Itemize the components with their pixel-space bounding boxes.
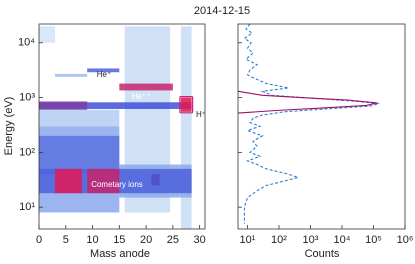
annotation: He⁺ — [97, 70, 111, 79]
x-tick-label: 0 — [36, 234, 42, 246]
plot-frame — [237, 23, 406, 230]
x-tick-label: 10² — [271, 234, 287, 246]
heatmap-cell — [87, 68, 120, 73]
x-axis-label: Mass anode — [90, 248, 150, 260]
x-tick-label: 10³ — [303, 234, 319, 246]
x-tick-label: 10 — [86, 234, 98, 246]
heatmap-cell — [55, 168, 82, 194]
annotation: H⁺ — [196, 110, 206, 119]
heatmap-cell — [119, 83, 173, 91]
x-tick-label: 10¹ — [240, 234, 256, 246]
x-axis-label: Counts — [305, 248, 340, 260]
y-tick-label: 10⁴ — [18, 37, 35, 49]
x-tick-label: 25 — [167, 234, 179, 246]
figure-title: 2014-12-15 — [194, 5, 250, 17]
y-tick-label: 10¹ — [19, 201, 35, 213]
x-tick-label: 10⁵ — [365, 234, 382, 246]
line-series — [243, 23, 380, 224]
heatmap-cell — [180, 26, 192, 229]
annotation: Cometary ions — [91, 180, 143, 189]
heatmap-cell — [39, 102, 192, 109]
x-tick-label: 20 — [140, 234, 152, 246]
plot-frame — [38, 23, 206, 230]
heatmap-cell — [55, 73, 88, 77]
annotation: He⁺⁺ — [132, 92, 151, 101]
highlight-box — [179, 95, 194, 114]
heatmap-cell — [39, 135, 120, 175]
x-tick-label: 10⁶ — [397, 234, 414, 246]
x-tick-label: 30 — [194, 234, 206, 246]
y-tick-label: 10³ — [19, 91, 35, 103]
heatmap-cell — [39, 109, 120, 127]
heatmap-cell — [39, 101, 88, 110]
y-axis-label: Energy (eV) — [3, 97, 15, 156]
x-tick-label: 15 — [113, 234, 125, 246]
y-tick-label: 10² — [19, 146, 35, 158]
heatmap-cell — [151, 174, 160, 186]
line-series — [237, 90, 378, 114]
heatmap-cell — [39, 26, 56, 43]
x-tick-label: 10⁴ — [334, 234, 351, 246]
x-tick-label: 5 — [63, 234, 69, 246]
heatmap-cell — [87, 168, 120, 194]
heatmap-cell — [180, 97, 192, 112]
